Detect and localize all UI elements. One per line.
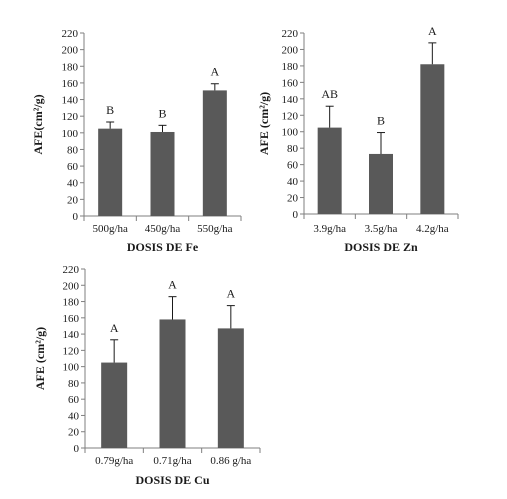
bar (317, 127, 342, 214)
x-tick-label: 0.71g/ha (153, 455, 191, 467)
y-tick-label: 0 (74, 443, 80, 455)
y-tick-label: 100 (62, 128, 79, 140)
y-tick-label: 200 (282, 44, 299, 56)
significance-letter: B (158, 106, 166, 120)
x-tick-label: 0.79g/ha (95, 455, 133, 467)
y-tick-label: 0 (73, 211, 79, 223)
chart-panel-cu: 0 20 40 60 80 100 120 140 160 180 200 220 A 0.79g/ha A… (33, 264, 261, 487)
y-axis-title: AFE (cm²/g) (257, 92, 271, 155)
x-tick-label: 3.5g/ha (365, 223, 398, 235)
y-tick-label: 220 (282, 28, 299, 40)
significance-letter: A (110, 321, 119, 335)
y-tick-label: 120 (63, 345, 80, 357)
chart-panel-fe: 0 20 40 60 80 100 120 140 160 180 200 220 B 500g/ha B 4… (31, 28, 242, 254)
y-tick-label: 160 (282, 77, 299, 89)
y-tick-label: 60 (67, 161, 79, 173)
y-tick-label: 140 (62, 95, 79, 107)
y-tick-label: 180 (282, 61, 299, 73)
y-tick-label: 60 (287, 160, 299, 172)
x-tick-label: 3.9g/ha (313, 223, 346, 235)
y-tick-label: 80 (287, 143, 299, 155)
y-tick-label: 140 (282, 94, 299, 106)
y-tick-label: 80 (67, 144, 79, 156)
significance-letter: B (106, 103, 114, 117)
y-tick-label: 120 (62, 111, 79, 123)
bar (202, 90, 227, 216)
x-tick-label: 500g/ha (92, 223, 128, 235)
significance-letter: B (377, 114, 385, 128)
y-tick-label: 220 (62, 28, 79, 40)
bar (369, 153, 393, 214)
significance-letter: A (168, 278, 177, 292)
x-axis-title: DOSIS DE Zn (344, 240, 418, 254)
bar (217, 328, 244, 448)
y-tick-label: 200 (62, 45, 79, 57)
y-tick-label: 80 (68, 378, 80, 390)
y-tick-label: 160 (63, 313, 80, 325)
y-tick-label: 20 (68, 427, 80, 439)
y-tick-label: 0 (293, 209, 299, 221)
x-tick-label: 450g/ha (145, 223, 181, 235)
bar (98, 128, 123, 216)
y-tick-label: 220 (63, 264, 80, 276)
y-tick-label: 40 (287, 176, 299, 188)
bar (159, 319, 186, 448)
significance-letter: A (226, 287, 235, 301)
significance-letter: A (428, 24, 437, 38)
y-tick-label: 120 (282, 110, 299, 122)
chart-panel-zn: 0 20 40 60 80 100 120 140 160 180 200 220 AB 3.9g/ha B… (257, 24, 459, 254)
significance-letter: A (210, 65, 219, 79)
y-tick-label: 180 (62, 61, 79, 73)
significance-letter: AB (321, 87, 338, 101)
x-tick-label: 0.86 g/ha (210, 455, 251, 467)
x-axis-title: DOSIS DE Fe (127, 240, 199, 254)
y-tick-label: 40 (68, 410, 80, 422)
y-tick-label: 200 (63, 280, 80, 292)
y-tick-label: 40 (67, 178, 79, 190)
bar (101, 362, 128, 448)
y-tick-label: 140 (63, 329, 80, 341)
y-tick-label: 20 (287, 193, 299, 205)
x-tick-label: 550g/ha (197, 223, 233, 235)
y-tick-label: 100 (63, 362, 80, 374)
y-tick-label: 100 (282, 127, 299, 139)
y-tick-label: 160 (62, 78, 79, 90)
x-axis-title: DOSIS DE Cu (135, 473, 209, 487)
y-tick-label: 60 (68, 394, 80, 406)
y-tick-label: 180 (63, 297, 80, 309)
y-axis-title: AFE (cm²/g) (33, 327, 47, 390)
y-axis-title: AFE(cm²/g) (31, 94, 45, 154)
bar (150, 131, 175, 216)
x-tick-label: 4.2g/ha (416, 223, 449, 235)
bar (420, 64, 445, 214)
y-tick-label: 20 (67, 194, 79, 206)
